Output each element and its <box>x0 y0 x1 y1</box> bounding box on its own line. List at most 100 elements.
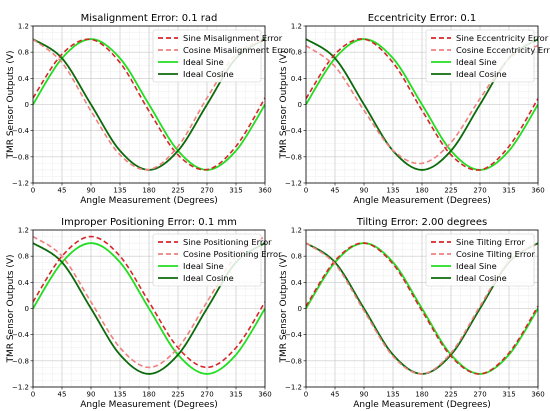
series-line-3 <box>33 242 265 375</box>
y-tick-label: −0.8 <box>285 357 302 365</box>
x-tick-label: 45 <box>58 391 67 399</box>
legend-label-1: Sine Tilting Error <box>456 237 526 247</box>
y-tick-label: 0 <box>298 305 302 313</box>
y-tick-label: 1.2 <box>291 23 302 31</box>
legend-label-4: Ideal Cosine <box>183 273 234 283</box>
chart-title: Improper Positioning Error: 0.1 mm <box>61 217 237 228</box>
legend-label-2: Cosine Eccentricity Error <box>456 45 550 55</box>
series-line-1 <box>33 38 265 171</box>
y-tick-label: 0 <box>25 305 29 313</box>
legend: Sine Tilting Error Cosine Tilting Error Id… <box>425 233 535 287</box>
series-line-1 <box>306 38 538 171</box>
y-tick-label: 0.8 <box>291 253 302 261</box>
chart-title: Tilting Error: 2.00 degrees <box>356 217 487 228</box>
x-axis-label: Angle Measurement (Degrees) <box>353 196 491 206</box>
y-axis-label: TMR Sensor Outputs (V) <box>6 254 16 363</box>
x-tick-label: 270 <box>473 187 486 195</box>
plot-area <box>306 242 538 375</box>
legend-label-4: Ideal Cosine <box>456 273 507 283</box>
x-tick-label: 360 <box>531 391 544 399</box>
series-line-2 <box>306 242 538 375</box>
x-tick-label: 360 <box>258 187 271 195</box>
legend-label-3: Ideal Sine <box>456 261 497 271</box>
y-axis-label: TMR Sensor Outputs (V) <box>279 50 289 159</box>
y-tick-label: −1.2 <box>12 180 29 188</box>
y-tick-label: 0.4 <box>18 75 30 83</box>
legend: Sine Eccentricity Error Cosine Eccentrici… <box>425 29 550 83</box>
legend-label-3: Ideal Sine <box>456 57 497 67</box>
x-tick-label: 315 <box>502 391 515 399</box>
legend-label-1: Sine Misalignment Error <box>183 33 283 43</box>
x-tick-label: 270 <box>200 187 213 195</box>
chart-title: Eccentricity Error: 0.1 <box>368 13 477 24</box>
legend-box <box>425 233 535 287</box>
x-tick-label: 225 <box>171 187 184 195</box>
y-tick-label: 1.2 <box>291 227 302 235</box>
x-tick-label: 315 <box>229 391 242 399</box>
x-tick-label: 315 <box>229 187 242 195</box>
x-tick-label: 0 <box>304 391 308 399</box>
legend-label-2: Cosine Positioning Error <box>183 249 282 259</box>
y-tick-label: −1.2 <box>12 384 29 392</box>
x-tick-label: 180 <box>415 187 428 195</box>
y-axis-label: TMR Sensor Outputs (V) <box>6 50 16 159</box>
series-line-3 <box>33 38 265 171</box>
x-axis-label: Angle Measurement (Degrees) <box>80 400 218 410</box>
x-tick-label: 225 <box>444 391 457 399</box>
y-tick-label: 0.4 <box>291 75 303 83</box>
x-tick-label: 90 <box>360 187 369 195</box>
y-tick-label: 0.4 <box>291 279 303 287</box>
y-tick-label: 1.2 <box>18 23 29 31</box>
x-tick-label: 225 <box>444 187 457 195</box>
x-tick-label: 45 <box>331 187 340 195</box>
x-tick-label: 0 <box>304 187 308 195</box>
series-line-2 <box>33 235 265 369</box>
y-tick-label: 0.4 <box>18 279 30 287</box>
x-tick-label: 225 <box>171 391 184 399</box>
y-tick-label: −1.2 <box>285 180 302 188</box>
series-line-1 <box>33 235 265 369</box>
panel-1: 0 45 90 135 180 225 270 315 360 −1.2 −0.8 −0.4 0 0.4 0… <box>6 13 293 206</box>
x-tick-label: 135 <box>386 187 399 195</box>
legend-label-1: Sine Positioning Error <box>183 237 272 247</box>
legend-label-4: Ideal Cosine <box>456 69 507 79</box>
x-tick-label: 135 <box>113 391 126 399</box>
x-tick-label: 315 <box>502 187 515 195</box>
y-tick-label: −0.8 <box>12 153 29 161</box>
y-tick-label: −1.2 <box>285 384 302 392</box>
y-axis-label: TMR Sensor Outputs (V) <box>279 254 289 363</box>
x-tick-label: 180 <box>142 187 155 195</box>
legend-label-3: Ideal Sine <box>183 57 224 67</box>
chart-title: Misalignment Error: 0.1 rad <box>81 13 218 24</box>
legend-label-4: Ideal Cosine <box>183 69 234 79</box>
series-line-1 <box>306 242 538 375</box>
x-tick-label: 135 <box>113 187 126 195</box>
x-tick-label: 270 <box>473 391 486 399</box>
x-tick-label: 135 <box>386 391 399 399</box>
x-tick-label: 90 <box>87 187 96 195</box>
panel-2: 0 45 90 135 180 225 270 315 360 −1.2 −0.8 −0.4 0 0.4 0… <box>279 13 550 206</box>
y-tick-label: −0.4 <box>285 331 303 339</box>
x-tick-label: 270 <box>200 391 213 399</box>
y-tick-label: −0.8 <box>285 153 302 161</box>
legend-label-2: Cosine Misalignment Error <box>183 45 293 55</box>
y-tick-label: 0 <box>25 101 29 109</box>
legend-label-1: Sine Eccentricity Error <box>456 33 549 43</box>
legend-box <box>152 233 262 287</box>
x-tick-label: 45 <box>58 187 67 195</box>
panel-4: 0 45 90 135 180 225 270 315 360 −1.2 −0.8 −0.4 0 0.4 0… <box>279 217 545 410</box>
legend-label-2: Cosine Tilting Error <box>456 249 535 259</box>
y-tick-label: −0.4 <box>12 127 30 135</box>
x-tick-label: 0 <box>31 391 35 399</box>
legend-box <box>152 29 262 83</box>
y-tick-label: 0.8 <box>18 253 29 261</box>
y-tick-label: 0.8 <box>291 49 302 57</box>
legend: Sine Misalignment Error Cosine Misalignme… <box>152 29 293 83</box>
panel-3: 0 45 90 135 180 225 270 315 360 −1.2 −0.8 −0.4 0 0.4 0… <box>6 217 282 410</box>
y-tick-label: −0.4 <box>12 331 30 339</box>
x-tick-label: 45 <box>331 391 340 399</box>
y-tick-label: 0 <box>298 101 302 109</box>
series-line-3 <box>306 242 538 375</box>
x-tick-label: 180 <box>415 391 428 399</box>
legend-box <box>425 29 535 83</box>
